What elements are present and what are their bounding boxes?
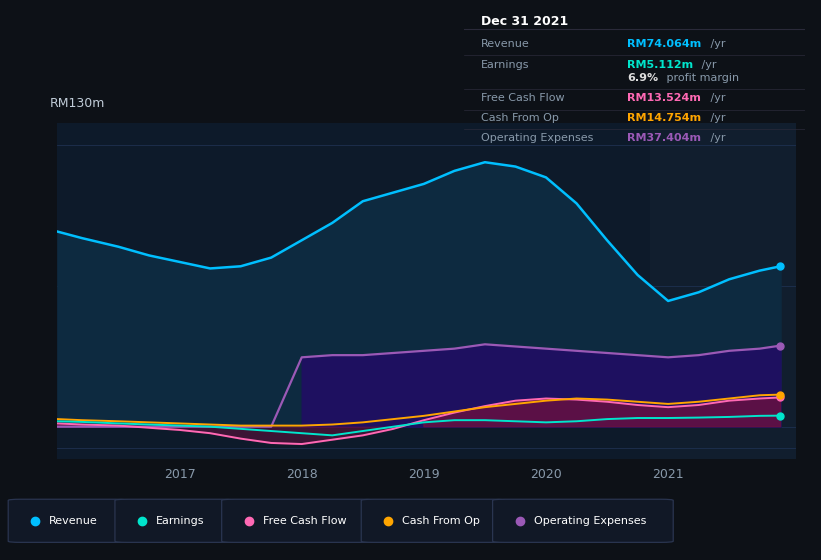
Text: /yr: /yr <box>699 60 717 70</box>
Text: Free Cash Flow: Free Cash Flow <box>263 516 346 526</box>
Text: Operating Expenses: Operating Expenses <box>534 516 646 526</box>
Text: RM74.064m: RM74.064m <box>627 39 702 49</box>
Text: Dec 31 2021: Dec 31 2021 <box>481 15 568 28</box>
FancyBboxPatch shape <box>115 500 234 542</box>
Text: /yr: /yr <box>707 113 726 123</box>
Text: /yr: /yr <box>707 133 726 143</box>
Text: Cash From Op: Cash From Op <box>481 113 559 123</box>
Text: Cash From Op: Cash From Op <box>402 516 480 526</box>
FancyBboxPatch shape <box>493 500 673 542</box>
FancyBboxPatch shape <box>222 500 374 542</box>
Text: profit margin: profit margin <box>663 73 739 83</box>
Text: RM0: RM0 <box>0 559 1 560</box>
Text: 6.9%: 6.9% <box>627 73 658 83</box>
Bar <box>649 123 802 459</box>
Text: Earnings: Earnings <box>156 516 204 526</box>
Text: Revenue: Revenue <box>49 516 98 526</box>
Text: -RM10m: -RM10m <box>0 559 1 560</box>
Text: Revenue: Revenue <box>481 39 530 49</box>
Text: RM14.754m: RM14.754m <box>627 113 701 123</box>
Text: RM13.524m: RM13.524m <box>627 94 701 104</box>
Text: Operating Expenses: Operating Expenses <box>481 133 594 143</box>
Text: RM130m: RM130m <box>50 97 105 110</box>
Text: RM5.112m: RM5.112m <box>627 60 694 70</box>
Text: Free Cash Flow: Free Cash Flow <box>481 94 565 104</box>
FancyBboxPatch shape <box>361 500 505 542</box>
Text: /yr: /yr <box>707 39 726 49</box>
Text: RM37.404m: RM37.404m <box>627 133 701 143</box>
Text: /yr: /yr <box>707 94 726 104</box>
FancyBboxPatch shape <box>8 500 127 542</box>
Text: Earnings: Earnings <box>481 60 530 70</box>
